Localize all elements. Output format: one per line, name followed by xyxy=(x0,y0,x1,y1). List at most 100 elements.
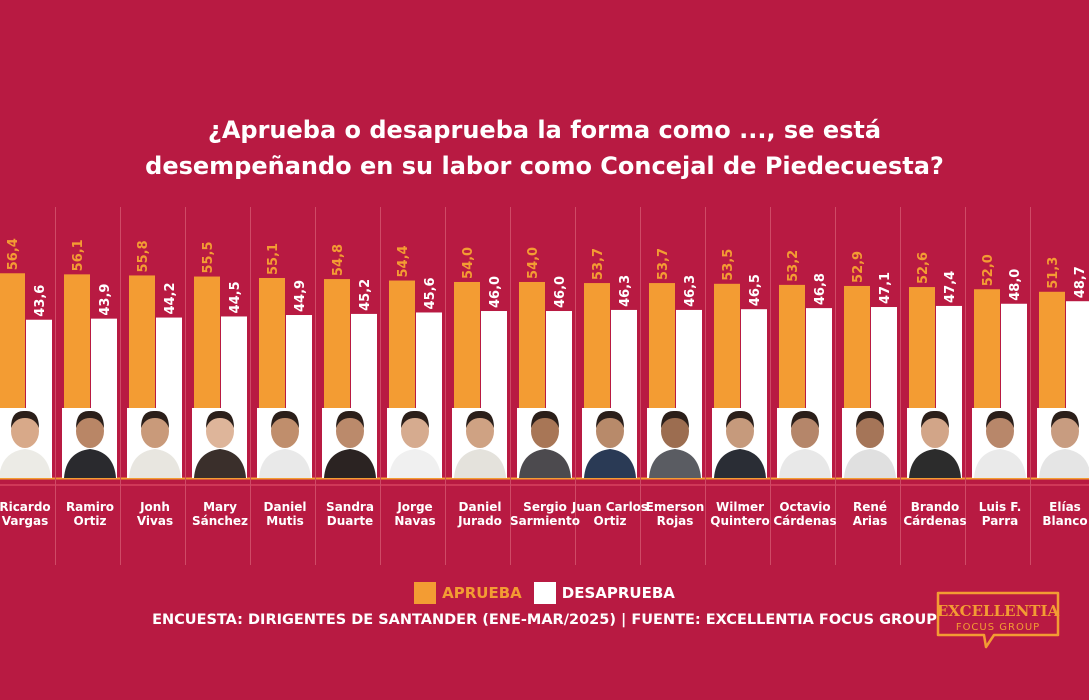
candidate-first-name: Daniel xyxy=(459,500,502,514)
portrait-hair xyxy=(531,410,559,428)
survey-source: ENCUESTA: DIRIGENTES DE SANTANDER (ENE-M… xyxy=(152,612,937,628)
value-label-aprueba: 54,4 xyxy=(396,245,411,277)
value-label-desaprueba: 46,3 xyxy=(683,275,698,307)
portrait-shoulders xyxy=(64,449,116,478)
portrait-shoulders xyxy=(389,449,441,478)
portrait-hair xyxy=(76,410,104,428)
value-label-aprueba: 53,7 xyxy=(591,248,606,280)
value-label-desaprueba: 45,6 xyxy=(423,277,438,309)
value-label-aprueba: 53,2 xyxy=(786,250,801,282)
candidate-first-name: Juan Carlos xyxy=(571,500,648,514)
portrait-shoulders xyxy=(779,449,831,478)
portrait-face xyxy=(921,414,949,448)
value-label-desaprueba: 44,9 xyxy=(293,280,308,312)
portrait-shoulders xyxy=(1039,449,1089,478)
legend-swatch-aprueba xyxy=(414,582,437,604)
portrait-hair xyxy=(466,410,494,428)
chart-title-line-1: ¿Aprueba o desaprueba la forma como ...,… xyxy=(207,116,882,144)
legend-item-aprueba: APRUEBA xyxy=(414,582,522,604)
legend-item-desaprueba: DESAPRUEBA xyxy=(533,582,675,604)
candidate-first-name: Jorge xyxy=(396,500,432,514)
value-label-aprueba: 53,7 xyxy=(656,248,671,280)
portrait-shoulders xyxy=(584,449,636,478)
candidate-last-name: Jurado xyxy=(457,514,502,528)
portrait-shoulders xyxy=(0,449,51,478)
portrait-shoulders xyxy=(649,449,701,478)
legend-label-desaprueba: DESAPRUEBA xyxy=(561,584,675,602)
portrait-shoulders xyxy=(259,449,311,478)
portrait-face xyxy=(726,414,754,448)
value-label-desaprueba: 46,5 xyxy=(748,274,763,306)
candidate-first-name: René xyxy=(853,500,887,514)
candidate-first-name: Octavio xyxy=(779,500,830,514)
portrait-shoulders xyxy=(974,449,1026,478)
portrait-face xyxy=(141,414,169,448)
value-label-desaprueba: 44,5 xyxy=(228,281,243,313)
portrait-shoulders xyxy=(194,449,246,478)
value-label-aprueba: 56,1 xyxy=(71,239,86,271)
value-label-aprueba: 53,5 xyxy=(721,249,736,281)
portrait-hair xyxy=(791,410,819,428)
candidate-last-name: Vivas xyxy=(137,514,173,528)
candidate-first-name: Emerson xyxy=(646,500,705,514)
value-label-desaprueba: 47,4 xyxy=(943,271,958,303)
logo-text-1: EXCELLENTIA xyxy=(937,602,1060,620)
value-label-desaprueba: 43,9 xyxy=(98,284,113,316)
candidate-first-name: Ricardo xyxy=(0,500,51,514)
portrait-face xyxy=(206,414,234,448)
portrait-face xyxy=(1051,414,1079,448)
candidate-last-name: Vargas xyxy=(2,514,48,528)
candidate-last-name: Cárdenas xyxy=(773,514,836,528)
value-label-aprueba: 52,0 xyxy=(981,254,996,286)
portrait-face xyxy=(596,414,624,448)
portrait-hair xyxy=(986,410,1014,428)
bar-chart: 56,443,6RicardoVargas56,143,9RamiroOrtiz… xyxy=(0,207,1089,565)
chart-title: ¿Aprueba o desaprueba la forma como ...,… xyxy=(0,112,1089,184)
value-label-aprueba: 54,0 xyxy=(526,247,541,279)
value-label-desaprueba: 46,0 xyxy=(488,276,503,308)
candidate-first-name: Brando xyxy=(911,500,960,514)
portrait-face xyxy=(271,414,299,448)
value-label-desaprueba: 46,8 xyxy=(813,273,828,305)
portrait-hair xyxy=(336,410,364,428)
portrait-hair xyxy=(401,410,429,428)
portrait-hair xyxy=(921,410,949,428)
portrait-shoulders xyxy=(324,449,376,478)
value-label-desaprueba: 46,3 xyxy=(618,275,633,307)
value-label-desaprueba: 45,2 xyxy=(358,279,373,311)
candidate-last-name: Arias xyxy=(853,514,888,528)
value-label-desaprueba: 46,0 xyxy=(553,276,568,308)
candidate-last-name: Navas xyxy=(394,514,435,528)
portrait-shoulders xyxy=(909,449,961,478)
candidate-last-name: Rojas xyxy=(657,514,694,528)
portrait-hair xyxy=(271,410,299,428)
value-label-aprueba: 54,0 xyxy=(461,247,476,279)
value-label-aprueba: 55,5 xyxy=(201,241,216,273)
candidate-first-name: Mary xyxy=(203,500,237,514)
chart-title-line-2: desempeñando en su labor como Concejal d… xyxy=(145,152,944,180)
portrait-shoulders xyxy=(844,449,896,478)
legend-label-aprueba: APRUEBA xyxy=(442,584,522,602)
portrait-shoulders xyxy=(129,449,181,478)
candidate-last-name: Parra xyxy=(982,514,1019,528)
portrait-hair xyxy=(661,410,689,428)
candidate-last-name: Mutis xyxy=(266,514,303,528)
portrait-hair xyxy=(856,410,884,428)
portrait-hair xyxy=(11,410,39,428)
portrait-face xyxy=(986,414,1014,448)
candidate-last-name: Ortiz xyxy=(74,514,107,528)
candidate-first-name: Daniel xyxy=(264,500,307,514)
value-label-aprueba: 56,4 xyxy=(6,238,21,270)
candidate-first-name: Elías xyxy=(1049,500,1081,514)
portrait-face xyxy=(11,414,39,448)
value-label-aprueba: 51,3 xyxy=(1046,257,1061,289)
portrait-shoulders xyxy=(714,449,766,478)
candidate-first-name: Ramiro xyxy=(66,500,114,514)
candidate-last-name: Sánchez xyxy=(192,514,248,528)
candidate-last-name: Blanco xyxy=(1042,514,1087,528)
portrait-shoulders xyxy=(454,449,506,478)
portrait-hair xyxy=(141,410,169,428)
portrait-face xyxy=(856,414,884,448)
value-label-aprueba: 55,8 xyxy=(136,240,151,272)
candidate-last-name: Cárdenas xyxy=(903,514,966,528)
